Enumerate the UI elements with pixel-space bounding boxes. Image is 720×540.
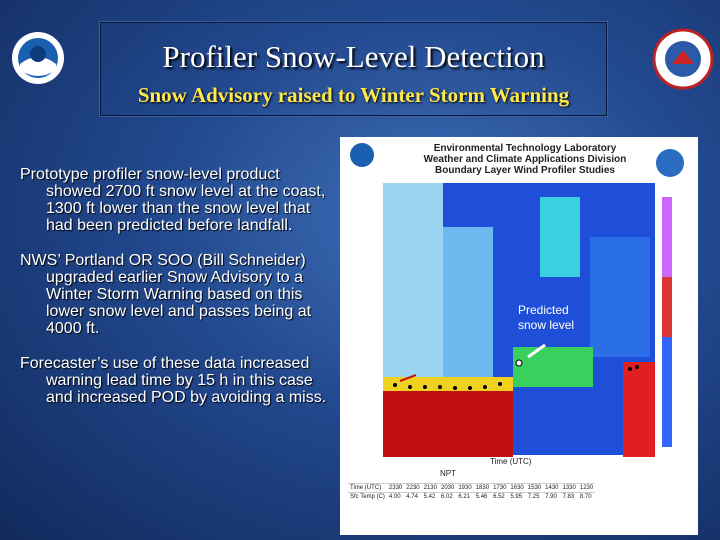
table-cell: Time (UTC) <box>348 483 387 493</box>
table-cell: 8.70 <box>577 492 596 501</box>
bullet-list: Prototype profiler snow-level product sh… <box>20 166 330 424</box>
table-cell: 2030 <box>438 483 457 493</box>
table-cell: 7.83 <box>560 492 578 501</box>
table-cell: 1830 <box>473 483 492 493</box>
table-cell: 1530 <box>525 483 544 493</box>
subtitle: Snow Advisory raised to Winter Storm War… <box>137 83 570 107</box>
annotation: Predicted snow level <box>518 303 575 332</box>
table-cell: 1330 <box>560 483 578 493</box>
noaa-logo <box>12 32 64 84</box>
bullet: Forecaster’s use of these data increased… <box>20 355 327 406</box>
table-row: Time (UTC) 2330 2230 2130 2030 1930 1830 1730 16… <box>348 483 596 493</box>
figure-heading-line: Boundary Layer Wind Profiler Studies <box>435 165 615 176</box>
heatmap <box>350 143 684 457</box>
table-cell: 2230 <box>404 483 422 493</box>
table-cell: 7.25 <box>525 492 544 501</box>
title-box: Profiler Snow-Level Detection Snow Advis… <box>100 22 607 116</box>
figure-heading: Environmental Technology Laboratory Weath… <box>400 143 650 176</box>
table-cell: 4.00 <box>386 492 405 501</box>
figure-heading-line: Weather and Climate Applications Divisio… <box>423 154 627 165</box>
table-cell: 2330 <box>386 483 405 493</box>
table-cell: 1630 <box>508 483 526 493</box>
table-cell: Sfc Temp (C) <box>348 492 387 501</box>
table-cell: 1930 <box>456 483 474 493</box>
table-cell: 5.46 <box>473 492 492 501</box>
table-cell: 1430 <box>543 483 561 493</box>
x-axis-label: Time (UTC) <box>490 457 532 466</box>
profiler-figure: Environmental Technology Laboratory Weath… <box>340 137 698 535</box>
table-cell: 4.74 <box>404 492 422 501</box>
bullet: Prototype profiler snow-level product sh… <box>20 166 326 234</box>
table-row: Sfc Temp (C) 4.00 4.74 5.42 6.02 6.21 5.46 6.52… <box>348 492 596 501</box>
figure-heading-line: Environmental Technology Laboratory <box>433 143 617 154</box>
station-label: NPT <box>440 469 456 478</box>
figure-table: Time (UTC) 2330 2230 2130 2030 1930 1830 1730 16… <box>348 483 596 501</box>
nws-logo <box>652 28 714 90</box>
table-cell: 6.02 <box>438 492 457 501</box>
table-cell: 7.90 <box>543 492 561 501</box>
table-cell: 5.95 <box>508 492 526 501</box>
table-cell: 6.52 <box>491 492 509 501</box>
table-cell: 5.42 <box>421 492 439 501</box>
table-cell: 6.21 <box>456 492 474 501</box>
table-cell: 2130 <box>421 483 439 493</box>
title: Profiler Snow-Level Detection <box>162 39 545 74</box>
table-cell: 1730 <box>491 483 509 493</box>
table-cell: 1230 <box>577 483 596 493</box>
bullet: NWS’ Portland OR SOO (Bill Schneider) up… <box>20 252 312 337</box>
